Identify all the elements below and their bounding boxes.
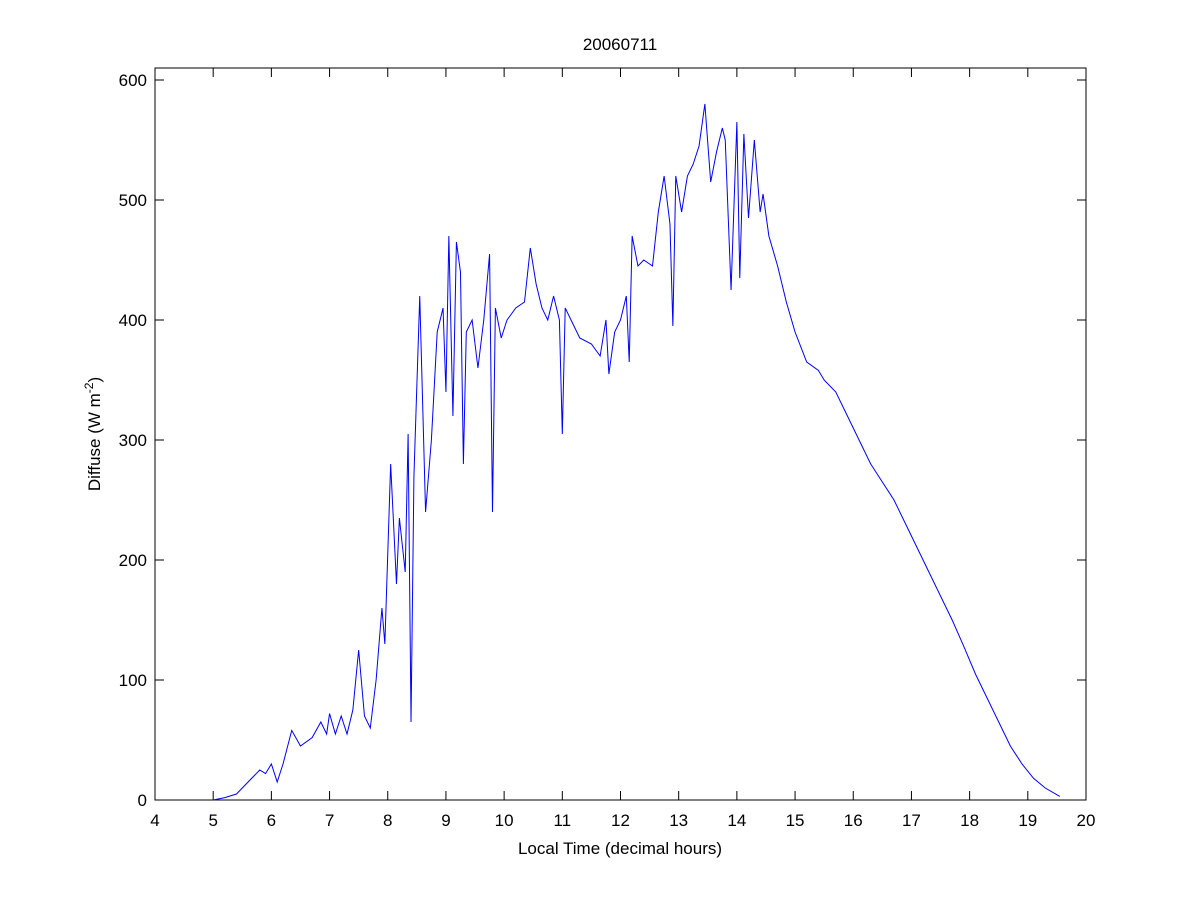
chart-title: 20060711 (583, 35, 657, 54)
x-tick-label: 6 (267, 811, 276, 830)
x-tick-label: 17 (902, 811, 921, 830)
x-tick-label: 14 (727, 811, 746, 830)
y-tick-label: 600 (119, 71, 147, 90)
y-axis-label-text: Diffuse (W m (85, 393, 104, 491)
y-tick-label: 0 (138, 791, 147, 810)
x-tick-label: 12 (611, 811, 630, 830)
x-tick-label: 11 (553, 811, 571, 830)
y-tick-label: 300 (119, 431, 147, 450)
x-tick-label: 9 (441, 811, 450, 830)
x-tick-label: 15 (786, 811, 805, 830)
x-tick-label: 10 (495, 811, 514, 830)
x-tick-label: 18 (960, 811, 979, 830)
x-tick-label: 7 (325, 811, 334, 830)
y-axis-label-suffix: ) (85, 377, 104, 383)
x-tick-label: 16 (844, 811, 863, 830)
x-tick-label: 13 (669, 811, 688, 830)
y-tick-label: 200 (119, 551, 147, 570)
x-tick-label: 19 (1018, 811, 1037, 830)
y-tick-label: 500 (119, 191, 147, 210)
y-tick-label: 100 (119, 671, 147, 690)
x-tick-label: 20 (1077, 811, 1096, 830)
data-line (213, 103, 1061, 801)
x-tick-label: 8 (383, 811, 392, 830)
x-tick-label: 4 (150, 811, 159, 830)
x-tick-label: 5 (208, 811, 217, 830)
y-tick-label: 400 (119, 311, 147, 330)
y-axis-label-superscript: -2 (82, 382, 96, 393)
x-axis-label: Local Time (decimal hours) (518, 839, 722, 858)
y-axis-label: Diffuse (W m-2) (82, 377, 104, 491)
